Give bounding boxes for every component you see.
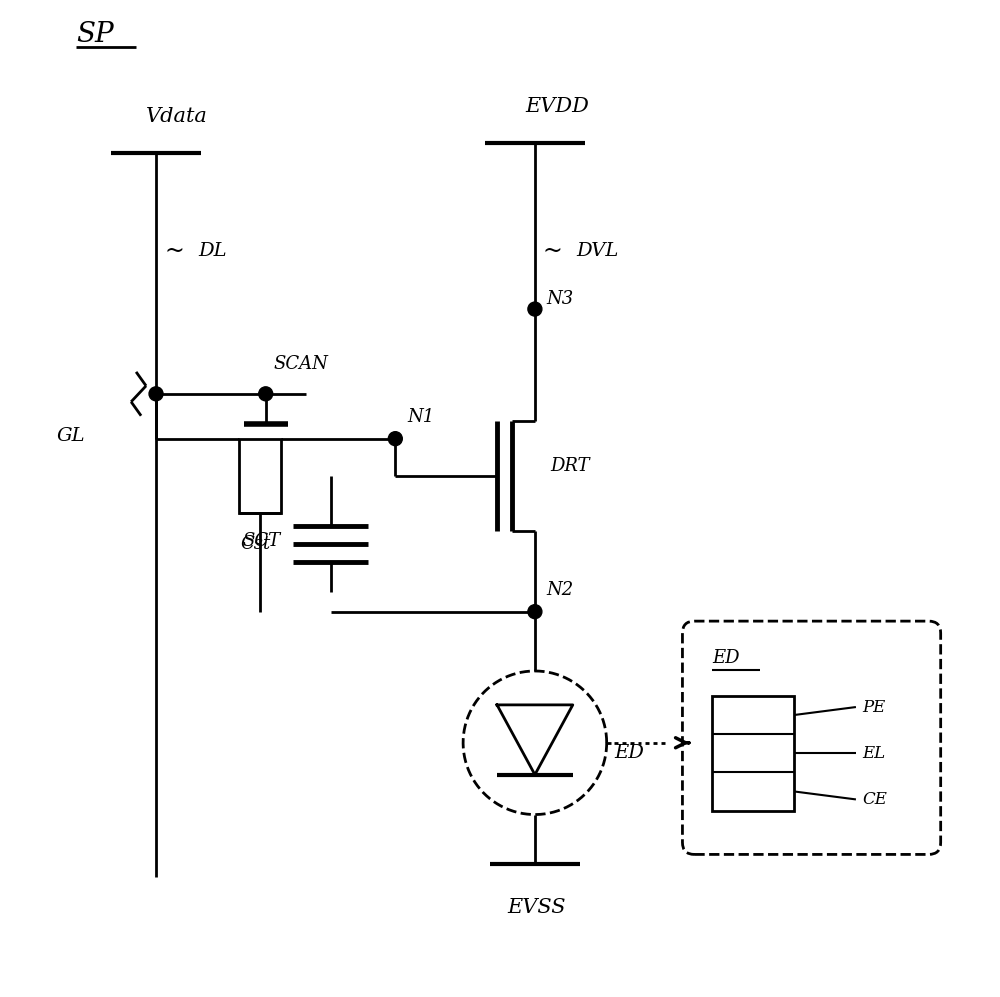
Text: N2: N2 [547, 580, 574, 599]
Text: N3: N3 [547, 290, 574, 308]
Text: ~: ~ [543, 239, 563, 263]
Text: PE: PE [862, 699, 885, 716]
Bar [712, 696, 794, 811]
Bar [239, 439, 281, 513]
Text: SCT: SCT [243, 532, 281, 550]
Circle shape [149, 387, 163, 401]
Text: N1: N1 [407, 408, 435, 426]
Polygon shape [497, 705, 573, 775]
Text: ED: ED [712, 649, 740, 667]
Text: SP: SP [76, 21, 114, 49]
Text: SCAN: SCAN [274, 355, 329, 373]
Text: ED: ED [615, 744, 645, 762]
Text: EL: EL [862, 745, 885, 762]
Circle shape [259, 387, 273, 401]
Circle shape [388, 432, 402, 446]
Text: ~: ~ [164, 239, 184, 263]
Text: DVL: DVL [577, 242, 619, 260]
Text: Cst: Cst [241, 534, 271, 553]
Text: Vdata: Vdata [146, 107, 208, 127]
Text: DL: DL [198, 242, 227, 260]
Text: GL: GL [56, 427, 85, 445]
Text: CE: CE [862, 791, 887, 808]
Circle shape [528, 604, 542, 618]
Text: DRT: DRT [550, 457, 589, 476]
Text: EVSS: EVSS [507, 897, 565, 917]
Circle shape [528, 302, 542, 316]
Text: EVDD: EVDD [525, 97, 589, 117]
